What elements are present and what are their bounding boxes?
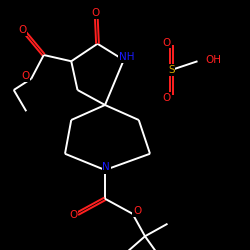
Text: O: O	[162, 38, 171, 48]
Text: O: O	[18, 25, 26, 35]
Text: OH: OH	[205, 55, 221, 65]
Text: NH: NH	[119, 52, 134, 62]
Text: O: O	[133, 206, 141, 216]
Text: O: O	[162, 93, 171, 103]
Text: O: O	[21, 71, 29, 81]
Text: O: O	[91, 8, 99, 18]
Text: S: S	[168, 65, 174, 75]
Text: N: N	[102, 162, 110, 172]
Text: O: O	[69, 210, 77, 220]
